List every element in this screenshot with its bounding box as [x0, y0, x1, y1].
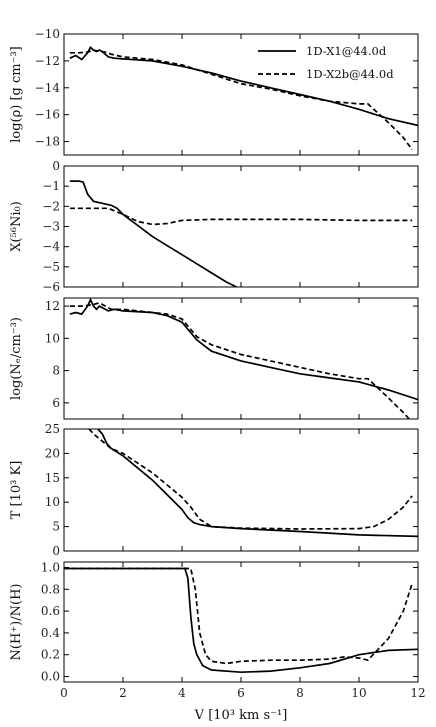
panel-1: −18 −16 −14 −12 −10 log(ρ) [g cm⁻³] — [9, 27, 419, 156]
series-line-solid — [69, 46, 418, 127]
y-tick-label: 5 — [52, 520, 60, 534]
y-axis-label: log(ρ) [g cm⁻³] — [9, 46, 24, 143]
y-tick-label: −6 — [42, 280, 60, 294]
series-line-solid — [64, 567, 418, 674]
y-tick-label: 0 — [52, 544, 60, 558]
y-axis-label: log(Nₑ/cm⁻³) — [9, 317, 24, 400]
x-tick-label: 8 — [296, 686, 304, 700]
series-line-dashed — [64, 567, 413, 665]
y-tick-label: −4 — [42, 240, 60, 254]
y-tick-label: 8 — [52, 364, 60, 378]
y-tick-label: 10 — [45, 331, 60, 345]
y-tick-label: −1 — [42, 179, 60, 193]
y-tick-label: 20 — [45, 446, 60, 460]
y-tick-label: −14 — [35, 81, 61, 95]
series-line-dashed — [69, 49, 413, 151]
y-tick-label: 0 — [52, 159, 60, 173]
x-axis-label: V [10³ km s⁻¹] — [194, 708, 288, 723]
y-tick-label: 6 — [52, 396, 60, 410]
panel-4: 0 5 10 15 20 25 T [10³ K] — [9, 422, 419, 558]
y-tick-label: 10 — [45, 495, 60, 509]
series-line-dashed — [69, 207, 413, 226]
legend-label: 1D-X1@44.0d — [306, 44, 387, 58]
y-tick-label: −16 — [35, 108, 60, 122]
y-tick-label: −18 — [35, 135, 60, 149]
x-tick-label: 12 — [410, 686, 425, 700]
legend: 1D-X1@44.0d 1D-X2b@44.0d — [258, 44, 394, 81]
y-tick-label: −5 — [42, 260, 60, 274]
x-tick-label: 6 — [237, 686, 245, 700]
x-tick-label: 4 — [178, 686, 186, 700]
legend-label: 1D-X2b@44.0d — [306, 67, 394, 81]
y-tick-label: −2 — [42, 199, 60, 213]
y-tick-label: 0.4 — [41, 626, 60, 640]
y-tick-label: −3 — [42, 220, 60, 234]
y-tick-label: 0.6 — [41, 604, 60, 618]
y-tick-label: −12 — [35, 54, 60, 68]
y-axis-label: T [10³ K] — [9, 461, 24, 520]
y-tick-label: 12 — [45, 299, 60, 313]
panel-3: 6 8 10 12 log(Nₑ/cm⁻³) — [9, 297, 419, 420]
y-tick-label: 0.2 — [41, 648, 60, 662]
series-line-solid — [69, 298, 418, 401]
y-axis-label: N(H⁺)/N(H) — [9, 584, 24, 661]
series-line-solid — [69, 180, 237, 287]
y-axis-label: X(⁵⁶Ni₀) — [9, 201, 24, 252]
y-tick-label: 1.0 — [41, 560, 60, 574]
y-tick-label: −10 — [35, 27, 60, 41]
y-tick-label: 0.0 — [41, 670, 60, 684]
x-tick-label: 2 — [119, 686, 127, 700]
y-tick-label: 15 — [45, 471, 60, 485]
series-line-dashed — [69, 301, 411, 419]
x-tick-label: 10 — [351, 686, 366, 700]
series-line-dashed — [88, 429, 413, 530]
panel-5: 0.0 0.2 0.4 0.6 0.8 1.0 N(H⁺)/N(H) — [9, 560, 419, 684]
x-tick-label: 0 — [60, 686, 68, 700]
y-tick-label: 0.8 — [41, 582, 60, 596]
panel-2: −6 −5 −4 −3 −2 −1 0 X(⁵⁶Ni₀) — [9, 159, 419, 294]
y-tick-label: 25 — [45, 422, 60, 436]
